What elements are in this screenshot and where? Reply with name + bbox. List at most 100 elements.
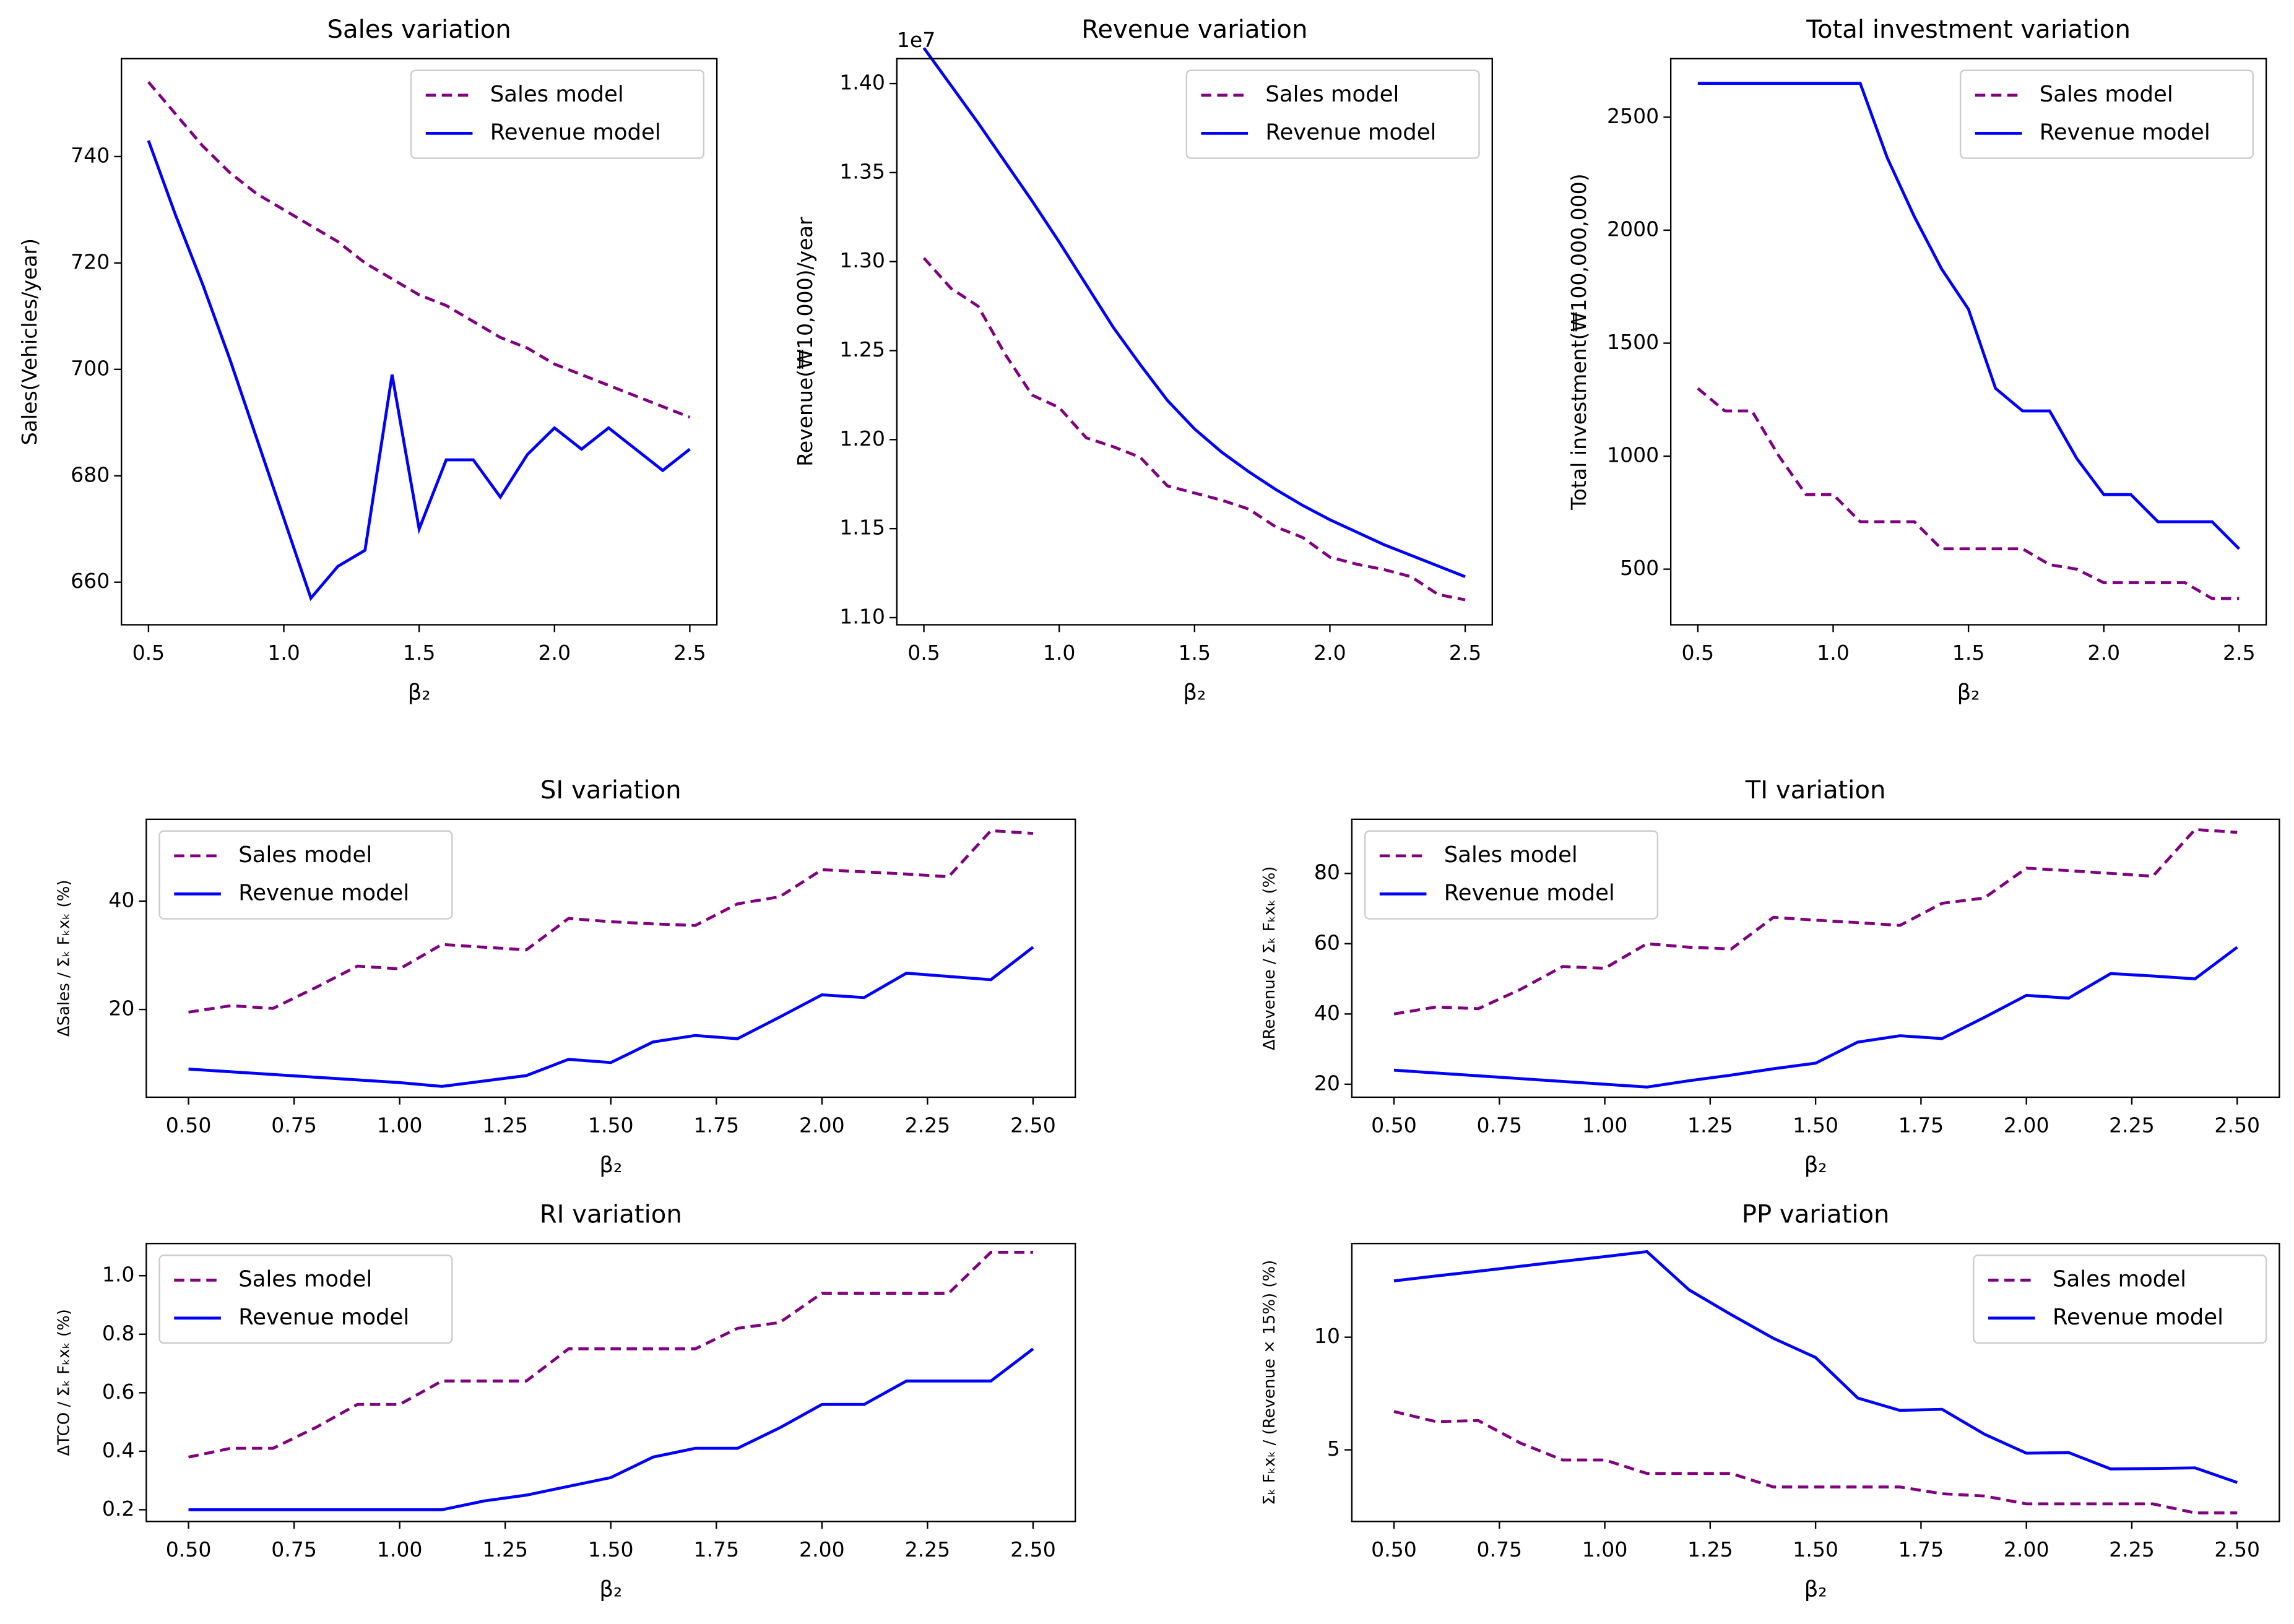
chart-title: SI variation — [540, 776, 682, 805]
axes-frame — [145, 818, 1076, 1099]
y-tick-label: 40 — [108, 888, 134, 912]
x-tick-label: 0.75 — [1476, 1537, 1522, 1561]
chart-title: RI variation — [540, 1200, 682, 1229]
legend-box — [1973, 1254, 2267, 1344]
axes-frame — [1669, 58, 2267, 626]
y-tick-label: 720 — [71, 249, 110, 274]
legend-label: Revenue model — [238, 880, 409, 905]
axes-frame — [145, 1243, 1076, 1522]
x-tick-label: 2.0 — [538, 641, 571, 665]
y-tick-label: 2500 — [1607, 104, 1659, 128]
legend-label: Sales model — [238, 842, 372, 868]
y-tick-label: 0.2 — [102, 1497, 135, 1521]
x-tick-label: 2.00 — [799, 1113, 845, 1138]
y-tick-label: 2000 — [1607, 217, 1659, 241]
data-line — [1393, 946, 2238, 1089]
x-tick-label: 2.50 — [2214, 1537, 2260, 1561]
x-tick-label: 2.5 — [1449, 641, 1482, 665]
y-tick-label: 5 — [1327, 1436, 1340, 1461]
chart-title: Revenue variation — [1081, 15, 1307, 44]
y-tick-label: 10 — [1314, 1324, 1340, 1348]
x-tick-label: 1.0 — [267, 641, 300, 665]
x-tick-label: 1.50 — [588, 1113, 634, 1138]
x-tick-label: 1.5 — [403, 641, 436, 665]
x-tick-label: 2.0 — [2087, 641, 2120, 665]
chart-title: Total investment variation — [1806, 15, 2131, 44]
x-tick-label: 2.5 — [673, 641, 706, 665]
y-tick-label: 20 — [108, 996, 134, 1021]
axes-frame — [896, 58, 1493, 626]
x-tick-label: 0.5 — [907, 641, 940, 665]
y-tick-label: 660 — [71, 569, 110, 593]
x-tick-label: 1.00 — [377, 1537, 423, 1561]
legend-label: Sales model — [1265, 82, 1399, 107]
data-line — [1393, 1410, 2238, 1514]
y-tick-label: 1.25 — [839, 337, 885, 361]
y-axis-label: Σₖ Fₖxₖ / (Revenue × 15%) (%) — [1260, 1260, 1279, 1505]
legend-label: Revenue model — [238, 1305, 409, 1330]
legend-box — [158, 1254, 453, 1344]
x-tick-label: 1.75 — [693, 1113, 739, 1138]
x-tick-label: 1.25 — [1687, 1113, 1733, 1138]
y-tick-label: 0.8 — [102, 1321, 135, 1345]
x-axis-label: β₂ — [1804, 1576, 1827, 1602]
y-tick-label: 40 — [1314, 1001, 1340, 1025]
legend-label: Revenue model — [1444, 880, 1615, 905]
x-tick-label: 2.00 — [2004, 1537, 2049, 1561]
x-tick-label: 2.25 — [2109, 1113, 2155, 1138]
data-line — [1697, 387, 2240, 600]
legend-label: Sales model — [490, 82, 624, 107]
x-axis-label: β₂ — [1183, 680, 1206, 706]
legend-box — [1364, 830, 1659, 920]
x-tick-label: 1.5 — [1179, 641, 1211, 665]
data-line — [188, 1347, 1034, 1511]
legend-label: Sales model — [2040, 82, 2173, 107]
x-tick-label: 1.25 — [482, 1537, 528, 1561]
x-tick-label: 0.50 — [1371, 1113, 1417, 1138]
x-tick-label: 1.75 — [1898, 1113, 1944, 1138]
x-tick-label: 0.75 — [271, 1113, 317, 1138]
legend-box — [410, 69, 705, 159]
legend-label: Revenue model — [2053, 1305, 2223, 1330]
x-tick-label: 1.50 — [1793, 1113, 1838, 1138]
x-tick-label: 1.75 — [1898, 1537, 1944, 1561]
y-axis-label: Sales(Vehicles/year) — [17, 238, 41, 445]
y-tick-label: 20 — [1314, 1071, 1340, 1095]
legend-label: Sales model — [238, 1266, 372, 1292]
x-tick-label: 1.25 — [482, 1113, 528, 1138]
legend-label: Sales model — [1444, 842, 1578, 868]
x-tick-label: 0.50 — [166, 1113, 212, 1138]
x-tick-label: 0.75 — [271, 1537, 317, 1561]
y-tick-label: 740 — [71, 143, 110, 167]
x-tick-label: 1.00 — [1582, 1113, 1628, 1138]
x-tick-label: 1.25 — [1687, 1537, 1733, 1561]
data-line — [188, 829, 1034, 1014]
x-tick-label: 1.00 — [1582, 1537, 1628, 1561]
y-axis-label: ΔSales / Σₖ Fₖxₖ (%) — [54, 880, 73, 1037]
data-line — [1393, 1250, 2238, 1484]
legend-box — [1959, 69, 2254, 159]
y-tick-label: 0.4 — [102, 1438, 135, 1462]
y-tick-label: 680 — [71, 462, 110, 486]
data-line — [147, 81, 691, 419]
x-tick-label: 0.5 — [132, 641, 165, 665]
data-line — [922, 257, 1466, 602]
y-tick-label: 1.30 — [839, 248, 885, 272]
x-tick-label: 2.50 — [1010, 1537, 1056, 1561]
y-tick-label: 700 — [71, 356, 110, 380]
x-tick-label: 1.75 — [693, 1537, 739, 1561]
axes-frame — [1351, 818, 2280, 1099]
data-line — [147, 140, 691, 602]
x-tick-label: 1.50 — [588, 1537, 634, 1561]
x-tick-label: 2.00 — [2004, 1113, 2049, 1138]
data-line — [188, 946, 1034, 1088]
legend-label: Sales model — [2053, 1266, 2186, 1292]
x-axis-label: β₂ — [1957, 680, 1980, 706]
chart-title: TI variation — [1745, 776, 1886, 805]
x-tick-label: 2.0 — [1314, 641, 1346, 665]
y-tick-label: 1000 — [1607, 443, 1659, 467]
legend-box — [1185, 69, 1480, 159]
x-axis-label: β₂ — [408, 680, 431, 706]
legend-label: Revenue model — [1265, 119, 1436, 145]
